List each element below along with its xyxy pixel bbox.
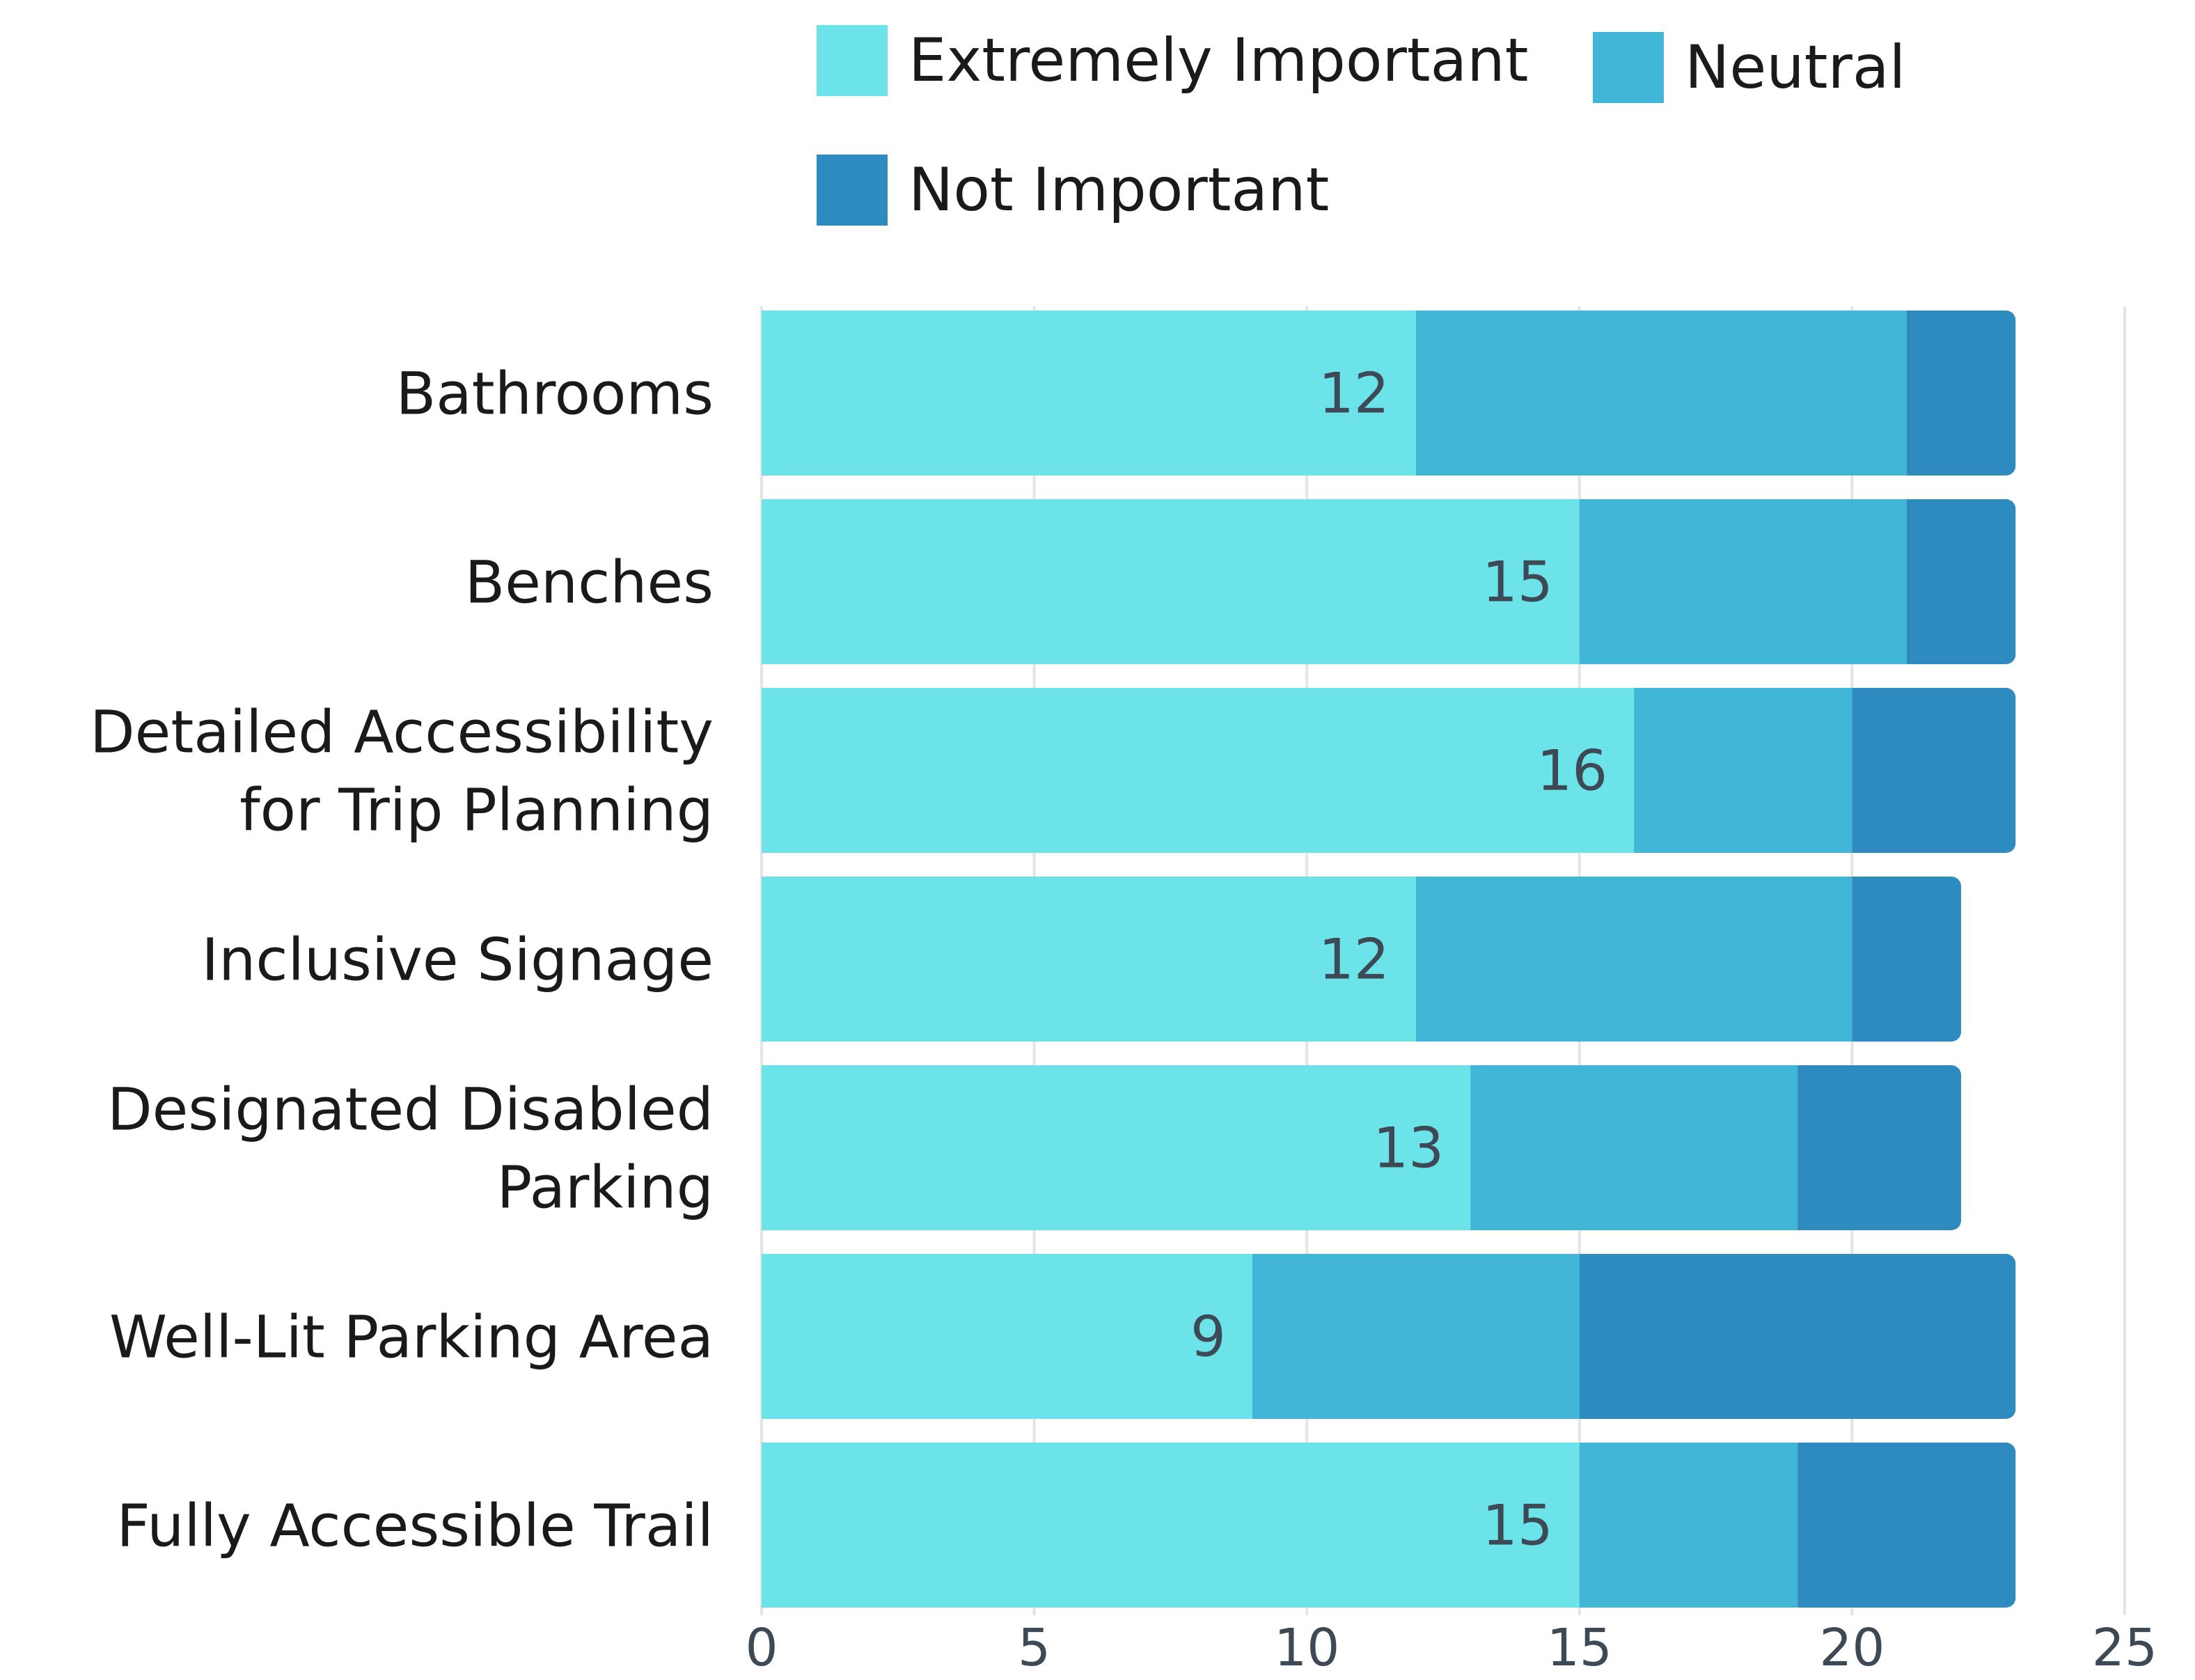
legend-swatch-1 — [1593, 32, 1664, 103]
bar-segment-neutral-1 — [1579, 499, 1907, 664]
bar-row-3 — [762, 877, 1962, 1042]
legend-label-0: Extremely Important — [908, 26, 1529, 95]
bar-segment-not-important-1 — [1906, 499, 2016, 664]
x-axis-tick-labels: 0 5 10 15 20 25 — [745, 1618, 2157, 1678]
data-label-6: 15 — [1482, 1493, 1553, 1558]
bar-row-6 — [762, 1443, 2016, 1608]
bar-row-1 — [762, 499, 2016, 664]
bar-row-5 — [762, 1254, 2016, 1419]
data-label-3: 12 — [1319, 927, 1390, 992]
data-label-5: 9 — [1190, 1305, 1226, 1369]
category-label-6: Fully Accessible Trail — [116, 1492, 714, 1560]
data-label-4: 13 — [1373, 1116, 1444, 1181]
bar-segment-neutral-6 — [1579, 1443, 1798, 1608]
legend-swatch-2 — [817, 155, 888, 226]
bar-segment-not-important-2 — [1852, 688, 2016, 853]
x-tick-label-15: 15 — [1547, 1618, 1612, 1677]
legend-item-neutral: Neutral — [1593, 32, 1905, 103]
legend-item-not-important: Not Important — [817, 155, 1329, 226]
bar-segment-extremely-important-4 — [762, 1065, 1471, 1230]
bar-segment-extremely-important-3 — [762, 877, 1416, 1042]
legend-swatch-0 — [817, 25, 888, 96]
y-axis-category-labels: Bathrooms Benches Detailed Accessibility fo… — [90, 360, 714, 1560]
bar-segment-extremely-important-6 — [762, 1443, 1580, 1608]
bar-segment-neutral-3 — [1415, 877, 1852, 1042]
category-label-2-line-0: Detailed Accessibility — [90, 698, 714, 767]
data-label-2: 16 — [1536, 739, 1607, 803]
bar-segment-not-important-4 — [1797, 1065, 1962, 1230]
bar-segment-extremely-important-2 — [762, 688, 1635, 853]
category-label-5: Well-Lit Parking Area — [109, 1303, 714, 1372]
bar-segment-not-important-5 — [1579, 1254, 2016, 1419]
bar-segment-neutral-5 — [1252, 1254, 1580, 1419]
bar-segment-neutral-2 — [1634, 688, 1852, 853]
category-label-1: Benches — [465, 549, 714, 617]
category-label-0: Bathrooms — [396, 360, 714, 428]
bar-row-4 — [762, 1065, 1962, 1230]
bar-segment-not-important-6 — [1797, 1443, 2016, 1608]
category-label-3: Inclusive Signage — [201, 926, 714, 994]
bar-segment-not-important-0 — [1906, 311, 2016, 476]
bars — [762, 311, 2016, 1608]
category-label-4-line-0: Designated Disabled — [107, 1076, 714, 1144]
bar-row-0 — [762, 311, 2016, 476]
bar-segment-extremely-important-1 — [762, 499, 1580, 664]
bar-segment-not-important-3 — [1852, 877, 1962, 1042]
data-labels: 12 15 16 12 13 9 15 — [1190, 361, 1607, 1558]
category-label-4-line-1: Parking — [497, 1154, 714, 1222]
bar-segment-extremely-important-0 — [762, 311, 1416, 476]
data-label-0: 12 — [1319, 361, 1390, 426]
legend-label-2: Not Important — [908, 155, 1329, 225]
bar-row-2 — [762, 688, 2016, 853]
legend: Extremely Important Neutral Not Important — [817, 25, 1905, 226]
legend-label-1: Neutral — [1685, 33, 1905, 102]
bar-segment-neutral-4 — [1470, 1065, 1798, 1230]
x-tick-label-20: 20 — [1819, 1618, 1885, 1677]
x-tick-label-0: 0 — [745, 1618, 778, 1677]
x-tick-label-10: 10 — [1274, 1618, 1339, 1677]
bar-segment-neutral-0 — [1415, 311, 1907, 476]
legend-item-extremely-important: Extremely Important — [817, 25, 1529, 96]
x-tick-label-25: 25 — [2092, 1618, 2157, 1677]
category-label-2-line-1: for Trip Planning — [239, 776, 714, 845]
data-label-1: 15 — [1482, 550, 1553, 615]
x-tick-label-5: 5 — [1018, 1618, 1051, 1677]
bar-segment-extremely-important-5 — [762, 1254, 1252, 1419]
